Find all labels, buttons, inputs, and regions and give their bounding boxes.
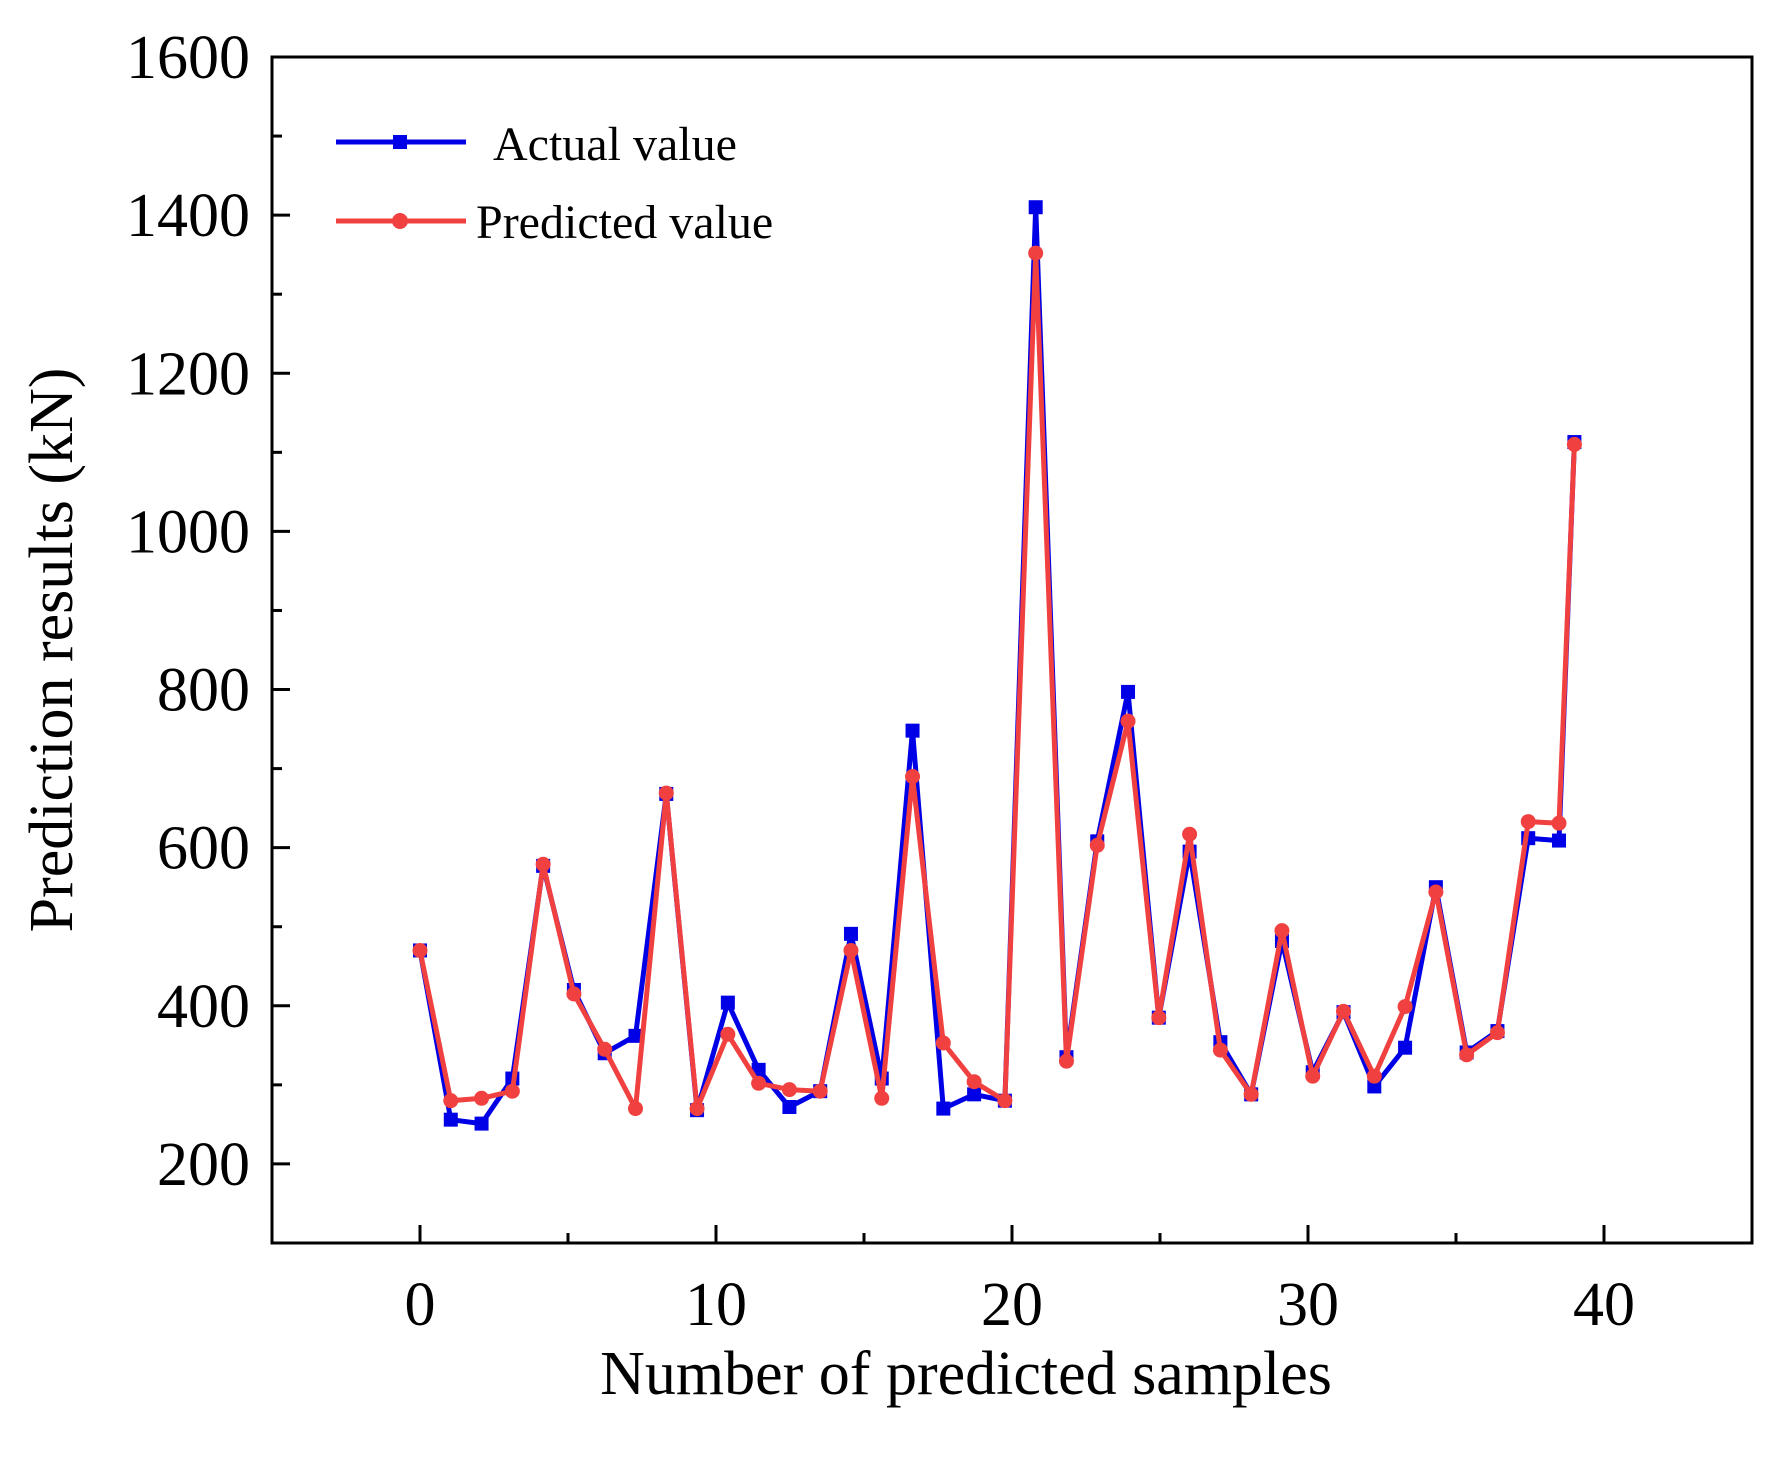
legend-actual-label: Actual value: [493, 118, 737, 171]
legend-predicted-marker: [392, 213, 408, 229]
predicted-value-point: [751, 1075, 767, 1091]
x-tick-label: 40: [1573, 1271, 1635, 1339]
predicted-value-point: [1489, 1025, 1505, 1041]
legend-predicted-label: Predicted value: [476, 196, 773, 249]
legend-actual-marker: [393, 135, 407, 149]
actual-value-point: [720, 995, 735, 1010]
actual-value-point: [1028, 200, 1043, 215]
predicted-value-point: [781, 1082, 797, 1098]
predicted-value-point: [1336, 1003, 1352, 1019]
predicted-value-point: [935, 1035, 951, 1051]
predicted-value-point: [1151, 1010, 1167, 1026]
predicted-value-point: [1089, 837, 1105, 853]
x-axis-title: Number of predicted samples: [600, 1340, 1332, 1408]
predicted-value-point: [443, 1093, 459, 1109]
predicted-value-point: [1120, 713, 1136, 729]
y-tick-label: 1600: [126, 24, 250, 92]
y-tick-label: 1400: [126, 182, 250, 250]
predicted-value-point: [597, 1041, 613, 1057]
predicted-value-point: [905, 769, 921, 785]
predicted-value-point: [566, 986, 582, 1002]
actual-value-point: [1398, 1040, 1413, 1055]
actual-value-point: [967, 1087, 982, 1102]
series-layer: [412, 200, 1582, 1131]
predicted-value-point: [1520, 814, 1536, 830]
predicted-value-point: [689, 1101, 705, 1117]
y-tick-label: 1000: [126, 498, 250, 566]
actual-value-point: [1552, 833, 1567, 848]
predicted-value-point: [843, 942, 859, 958]
actual-value-point: [936, 1101, 951, 1116]
y-tick-label: 600: [157, 815, 250, 883]
predicted-value-point: [1028, 245, 1044, 261]
predicted-value-point: [627, 1101, 643, 1117]
predicted-value-point: [966, 1074, 982, 1090]
predicted-value-point: [1566, 436, 1582, 452]
ticks-layer: [272, 55, 1606, 1243]
predicted-value-point: [1182, 826, 1198, 842]
predicted-value-point: [720, 1026, 736, 1042]
predicted-value-point: [535, 856, 551, 872]
plot-frame: [270, 55, 1754, 1245]
x-tick-label: 30: [1277, 1271, 1339, 1339]
x-tick-label: 20: [981, 1271, 1043, 1339]
predicted-value-point: [1459, 1047, 1475, 1063]
y-axis-title: Prediction results (kN): [18, 368, 86, 933]
actual-value-point: [1121, 684, 1136, 699]
y-tick-label: 800: [157, 657, 250, 725]
predicted-value-point: [1274, 923, 1290, 939]
predicted-value-point: [412, 942, 428, 958]
x-tick-label: 10: [685, 1271, 747, 1339]
predicted-value-point: [997, 1093, 1013, 1109]
predicted-value-point: [1397, 999, 1413, 1015]
legend: Actual value Predicted value: [336, 118, 773, 249]
actual-value-point: [628, 1028, 643, 1043]
x-tick-label: 0: [405, 1271, 436, 1339]
actual-value-point: [1367, 1079, 1382, 1094]
actual-value-point: [474, 1116, 489, 1131]
actual-value-point: [843, 926, 858, 941]
actual-value-point: [782, 1100, 797, 1115]
y-tick-label: 1200: [126, 340, 250, 408]
predicted-value-point: [1305, 1068, 1321, 1084]
predicted-value-point: [812, 1083, 828, 1099]
predicted-value-point: [1058, 1053, 1074, 1069]
y-tick-label: 200: [157, 1131, 250, 1199]
predicted-value-point: [874, 1090, 890, 1106]
actual-value-point: [905, 723, 920, 738]
predicted-value-point: [1212, 1042, 1228, 1058]
predicted-value-point: [658, 785, 674, 801]
predicted-value-point: [1366, 1068, 1382, 1084]
y-tick-label: 400: [157, 973, 250, 1041]
actual-value-point: [443, 1112, 458, 1127]
predicted-value-point: [1243, 1086, 1259, 1102]
predicted-value-point: [1428, 884, 1444, 900]
predicted-value-point: [1551, 815, 1567, 831]
predicted-value-point: [504, 1083, 520, 1099]
labels-layer: 0 10 20 30 40 200 400 600 800 1000 1200 1400 1600: [126, 24, 1635, 1339]
predicted-value-point: [474, 1090, 490, 1106]
